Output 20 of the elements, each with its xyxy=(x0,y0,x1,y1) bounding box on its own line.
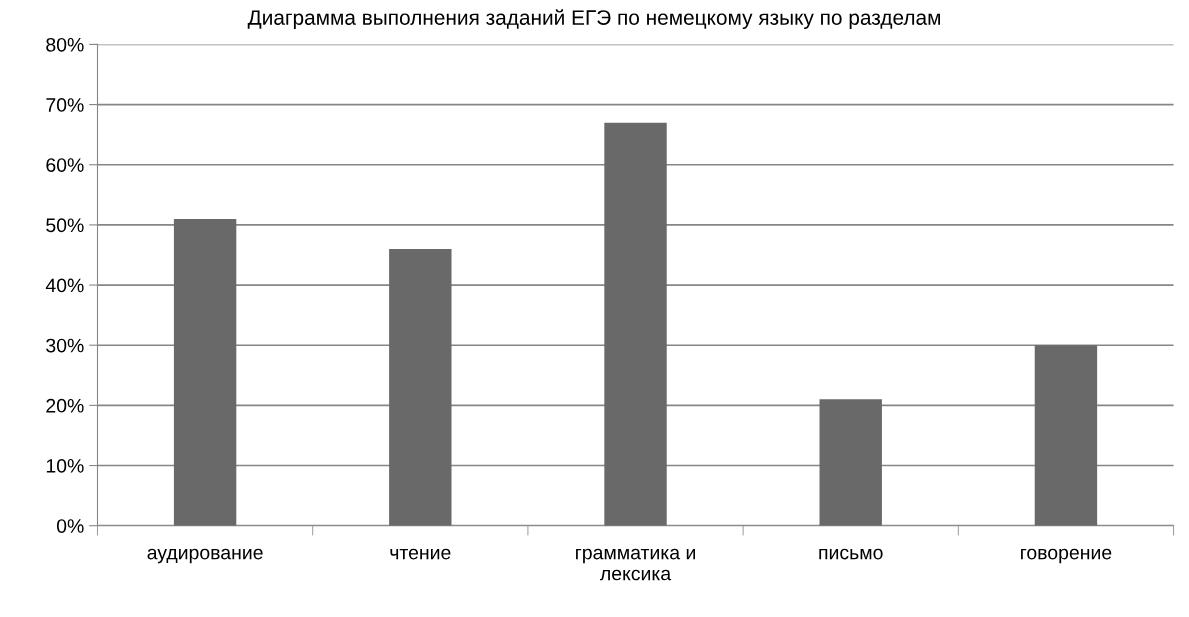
y-tick-label: 30% xyxy=(46,338,84,353)
bar xyxy=(173,218,237,526)
y-tick-label: 70% xyxy=(46,98,84,112)
bar xyxy=(819,399,882,526)
y-tick-label: 40% xyxy=(45,278,84,293)
y-tick-label: 20% xyxy=(46,398,84,413)
x-tick-label: письмо xyxy=(819,548,883,560)
x-tick-label: говорение xyxy=(1021,548,1112,564)
y-tick-label: 10% xyxy=(46,458,84,473)
y-tick-label: 60% xyxy=(46,158,84,172)
y-tick-label: 80% xyxy=(46,37,84,52)
y-tick-label: 50% xyxy=(46,218,84,233)
x-tick-label: грамматика и лексика xyxy=(576,548,695,581)
x-tick-label: чтение xyxy=(390,548,451,560)
x-tick-label: аудирование xyxy=(147,548,263,564)
bar xyxy=(604,122,667,526)
bar xyxy=(1034,345,1098,526)
chart-title: Диаграмма выполнения заданий ЕГЭ по немецкому языку по разделам xyxy=(247,9,940,30)
y-tick-label: 0% xyxy=(56,519,84,533)
bar xyxy=(389,248,452,526)
